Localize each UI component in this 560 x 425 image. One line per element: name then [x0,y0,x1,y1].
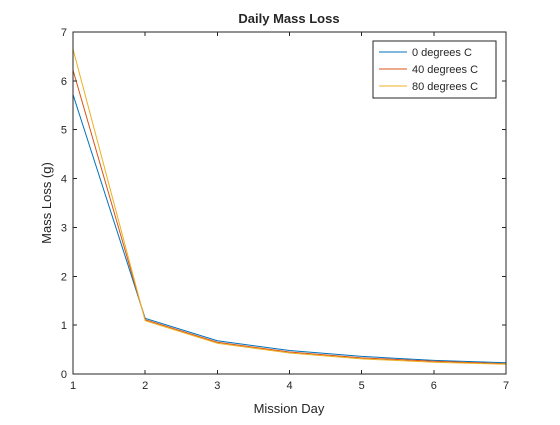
x-tick-label: 6 [431,380,437,392]
legend-entry-1: 40 degrees C [412,64,478,76]
y-tick-label: 2 [61,271,67,283]
x-tick-label: 1 [70,380,76,392]
y-tick-label: 6 [61,76,67,88]
y-tick-label: 1 [61,320,67,332]
legend-entry-2: 80 degrees C [412,81,478,93]
legend: 0 degrees C 40 degrees C 80 degrees C [372,40,497,99]
x-tick-label: 3 [214,380,220,392]
x-tick-label: 4 [286,380,292,392]
y-tick-label: 0 [61,369,67,381]
y-tick-label: 7 [61,27,67,39]
series-layer [72,48,507,365]
x-tick-label: 7 [503,380,509,392]
legend-entry-0: 0 degrees C [412,47,472,59]
x-tick-label: 5 [359,380,365,392]
series-line-2 [72,48,507,365]
x-tick-label: 2 [142,380,148,392]
y-tick-label: 4 [61,174,67,186]
y-tick-label: 3 [61,222,67,234]
chart-title: Daily Mass Loss [238,11,339,26]
y-tick-label: 5 [61,125,67,137]
y-axis-label: Mass Loss (g) [39,162,54,244]
x-axis-label: Mission Day [254,401,325,416]
